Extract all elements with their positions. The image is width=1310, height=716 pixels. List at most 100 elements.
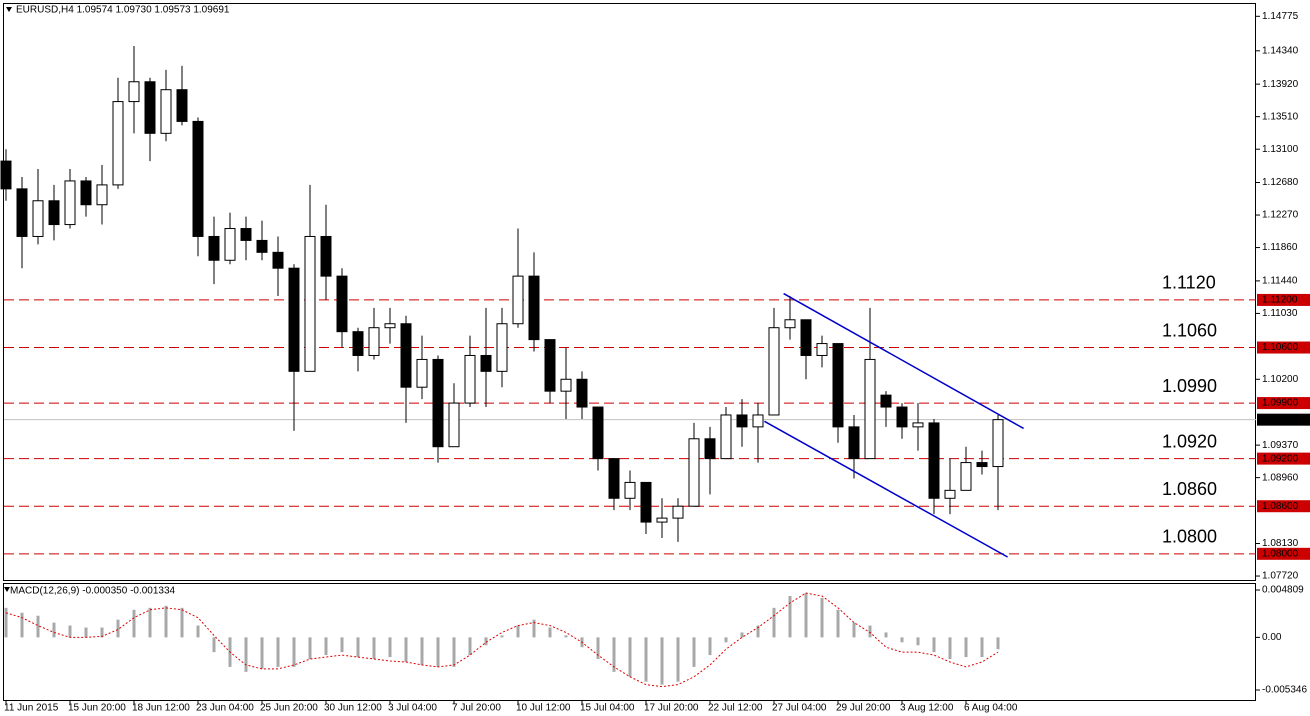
macd-bar (116, 619, 120, 638)
candle-body (736, 414, 748, 428)
x-tick-label: 27 Jul 04:00 (772, 703, 827, 714)
level-axis-box (1257, 397, 1310, 410)
macd-bar (84, 627, 88, 638)
macd-bar (20, 612, 24, 638)
y-tick-label: 1.13920 (1262, 79, 1299, 90)
macd-bar (436, 637, 440, 667)
channel-line (783, 292, 1024, 430)
macd-bar (484, 637, 488, 646)
macd-bar (900, 637, 904, 643)
macd-bar (612, 637, 616, 672)
candle-body (336, 275, 348, 333)
macd-y-tick-label: -0.005346 (1262, 685, 1307, 696)
candle-body (752, 414, 764, 428)
candle-body (0, 160, 12, 190)
level-axis-label: 1.10600 (1262, 342, 1299, 353)
candle-body (528, 275, 540, 341)
macd-bar (740, 632, 744, 638)
level-axis-label: 1.08600 (1262, 501, 1299, 512)
candle-body (944, 489, 956, 499)
macd-bar (36, 615, 40, 638)
candle-body (144, 81, 156, 134)
macd-bar (644, 637, 648, 682)
macd-bar (260, 637, 264, 669)
candle-body (224, 228, 236, 261)
x-tick-label: 18 Jun 12:00 (132, 703, 190, 714)
candle-body (496, 323, 508, 372)
candle-body (672, 505, 684, 519)
level-label: 1.0990 (1162, 376, 1217, 396)
candle-body (912, 422, 924, 428)
macd-bar (388, 637, 392, 658)
candle-body (256, 239, 268, 253)
x-tick-label: 17 Jul 20:00 (644, 703, 699, 714)
level-axis-label: 1.11200 (1262, 295, 1298, 306)
x-tick-label: 22 Jul 12:00 (708, 703, 763, 714)
y-tick-label: 1.11440 (1262, 276, 1298, 287)
candle-body (416, 358, 428, 388)
level-label: 1.0860 (1162, 479, 1217, 499)
candle-body (192, 120, 204, 237)
macd-bar (996, 637, 1000, 650)
candle-body (784, 319, 796, 329)
macd-bar (468, 637, 472, 656)
macd-bar (516, 625, 520, 638)
candle-body (704, 438, 716, 460)
macd-bar (324, 637, 328, 656)
macd-bar (804, 593, 808, 638)
candle-body (896, 406, 908, 428)
macd-bar (916, 637, 920, 646)
macd-bar (852, 622, 856, 638)
x-tick-label: 29 Jul 20:00 (836, 703, 891, 714)
current-price-box (1257, 413, 1310, 426)
y-tick-label: 1.12270 (1262, 210, 1299, 221)
candle-body (448, 402, 460, 448)
macd-bar (68, 625, 72, 638)
x-tick-label: 23 Jun 04:00 (196, 703, 254, 714)
macd-bar (772, 607, 776, 638)
macd-bar (548, 627, 552, 638)
candle-body (992, 419, 1004, 468)
candle-body (32, 200, 44, 237)
candle-body (720, 414, 732, 460)
candle-body (480, 354, 492, 372)
x-tick-label: 15 Jul 04:00 (580, 703, 635, 714)
level-label: 1.1120 (1162, 273, 1216, 293)
macd-bar (756, 625, 760, 638)
level-label: 1.0800 (1162, 527, 1217, 547)
macd-bar (708, 637, 712, 656)
x-tick-label: 25 Jun 20:00 (260, 703, 318, 714)
level-label: 1.0920 (1162, 431, 1217, 451)
macd-bar (836, 609, 840, 638)
level-axis-label: 1.09900 (1262, 398, 1299, 409)
macd-bar (532, 619, 536, 638)
macd-bar (868, 625, 872, 638)
y-tick-label: 1.09370 (1262, 440, 1299, 451)
macd-bar (340, 637, 344, 653)
candle-body (80, 180, 92, 206)
candle-body (272, 251, 284, 269)
macd-bar (244, 637, 248, 672)
macd-bar (980, 637, 984, 658)
x-tick-label: 30 Jun 12:00 (324, 703, 382, 714)
y-tick-label: 1.14775 (1262, 11, 1299, 22)
macd-y-tick-label: 0.00 (1262, 632, 1282, 643)
macd-bar (964, 637, 968, 658)
macd-bar (500, 635, 504, 638)
y-tick-label: 1.13100 (1262, 144, 1299, 155)
macd-bar (308, 637, 312, 660)
x-tick-label: 11 Jun 2015 (4, 703, 59, 714)
macd-bar (132, 609, 136, 638)
y-tick-label: 1.13510 (1262, 111, 1299, 122)
candle-body (16, 188, 28, 237)
candle-body (128, 81, 140, 103)
macd-bar (820, 597, 824, 638)
macd-bar (164, 605, 168, 638)
macd-bar (676, 637, 680, 682)
macd-bar (292, 637, 296, 667)
macd-bar (100, 627, 104, 638)
level-axis-label: 1.08000 (1262, 548, 1299, 559)
level-axis-box (1257, 293, 1310, 306)
